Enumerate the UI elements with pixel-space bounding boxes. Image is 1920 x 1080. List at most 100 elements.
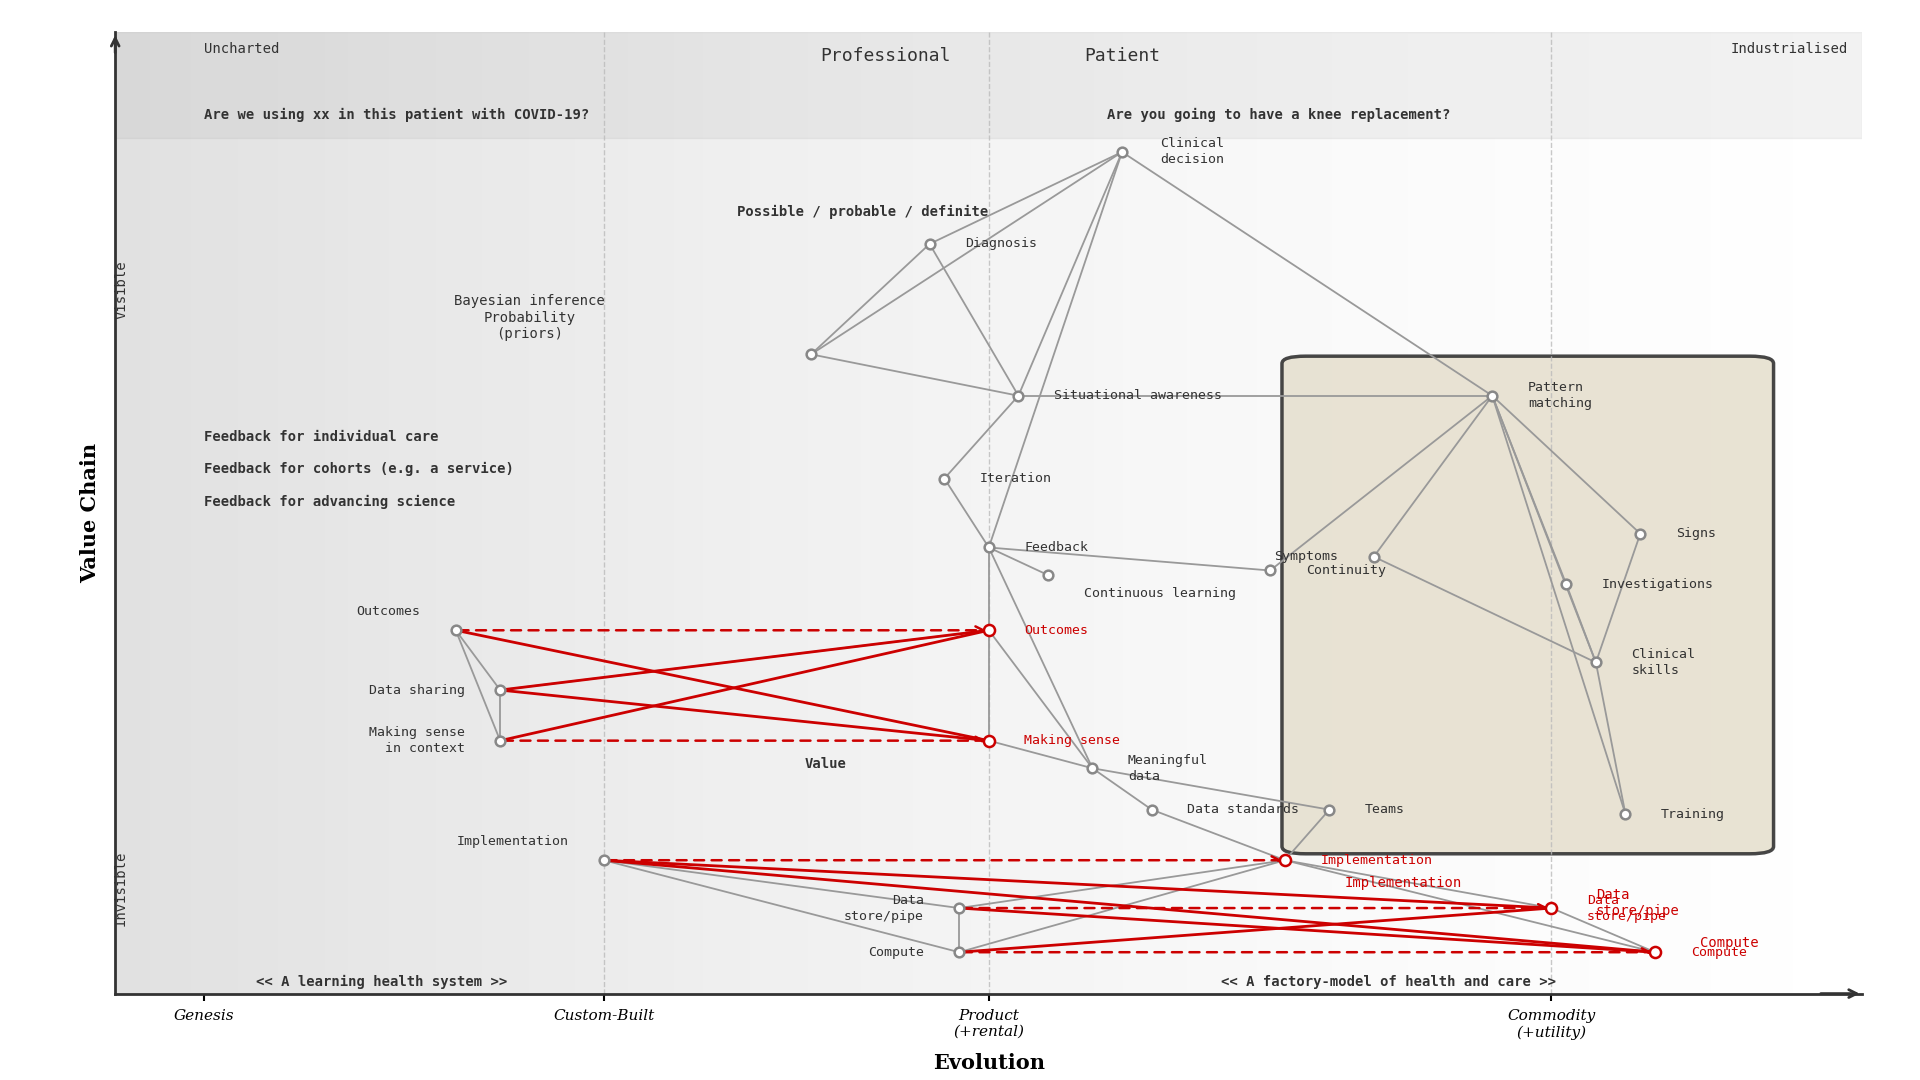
Text: Bayesian inference
Probability
(priors): Bayesian inference Probability (priors) — [455, 295, 605, 341]
Bar — [691, 32, 697, 994]
Text: Teams: Teams — [1365, 804, 1405, 816]
Bar — [1100, 32, 1106, 994]
Bar — [803, 32, 808, 994]
Bar — [1473, 32, 1478, 994]
Bar — [1490, 32, 1496, 994]
Bar — [1407, 32, 1413, 994]
Bar — [488, 32, 493, 994]
Text: Data
store/pipe: Data store/pipe — [843, 893, 924, 922]
Bar — [1135, 32, 1140, 994]
Bar — [1619, 32, 1624, 994]
Text: Possible / probable / definite: Possible / probable / definite — [737, 205, 989, 219]
Bar — [1198, 32, 1204, 994]
Bar — [1129, 32, 1135, 994]
Bar — [476, 32, 482, 994]
Bar — [1332, 32, 1338, 994]
Bar — [1244, 32, 1252, 994]
Bar — [616, 32, 622, 994]
Bar — [1000, 32, 1006, 994]
Text: Outcomes: Outcomes — [1025, 624, 1089, 637]
Bar — [1075, 32, 1083, 994]
Bar — [972, 32, 977, 994]
Bar — [1258, 32, 1263, 994]
Bar — [1215, 32, 1221, 994]
Bar — [1425, 32, 1432, 994]
Bar — [190, 32, 196, 994]
Bar — [1350, 32, 1356, 994]
Text: Clinical
skills: Clinical skills — [1632, 648, 1695, 677]
Bar — [196, 32, 202, 994]
Bar — [877, 32, 883, 994]
Bar — [774, 32, 780, 994]
Bar — [1275, 32, 1281, 994]
Bar — [447, 32, 453, 994]
Bar — [167, 32, 173, 994]
Bar — [1204, 32, 1210, 994]
Bar — [628, 32, 634, 994]
Bar — [733, 32, 739, 994]
Bar — [1419, 32, 1425, 994]
Bar — [1438, 32, 1444, 994]
Bar — [943, 32, 948, 994]
Bar — [1828, 32, 1834, 994]
Bar — [756, 32, 762, 994]
Bar — [384, 32, 390, 994]
Bar — [540, 32, 545, 994]
Bar — [1384, 32, 1390, 994]
Text: Diagnosis: Diagnosis — [966, 238, 1037, 251]
Bar — [1788, 32, 1793, 994]
Text: Data
store/pipe: Data store/pipe — [1596, 888, 1680, 918]
Text: Feedback: Feedback — [1025, 541, 1089, 554]
Bar — [588, 32, 593, 994]
Bar — [1023, 32, 1029, 994]
Bar — [430, 32, 436, 994]
Bar — [925, 32, 931, 994]
Bar — [1642, 32, 1647, 994]
Bar — [1252, 32, 1258, 994]
Text: Data standards: Data standards — [1187, 804, 1300, 816]
Bar — [1613, 32, 1619, 994]
Bar — [1588, 32, 1594, 994]
Bar — [1006, 32, 1012, 994]
Bar — [499, 32, 505, 994]
Bar — [505, 32, 511, 994]
Bar — [685, 32, 691, 994]
Bar — [209, 32, 215, 994]
Bar — [1444, 32, 1450, 994]
Bar — [1123, 32, 1129, 994]
Bar — [1670, 32, 1676, 994]
Bar — [545, 32, 553, 994]
Bar — [407, 32, 413, 994]
Bar — [330, 32, 336, 994]
Bar — [768, 32, 774, 994]
Bar — [966, 32, 972, 994]
Bar — [1041, 32, 1046, 994]
Bar — [144, 32, 150, 994]
Bar — [396, 32, 401, 994]
Bar — [570, 32, 576, 994]
Bar — [1152, 32, 1158, 994]
Bar — [1227, 32, 1233, 994]
Bar — [221, 32, 227, 994]
Text: Feedback for individual care: Feedback for individual care — [204, 430, 438, 444]
Bar — [1576, 32, 1582, 994]
Bar — [1536, 32, 1542, 994]
Bar — [1281, 32, 1286, 994]
Bar — [1722, 32, 1728, 994]
Bar — [301, 32, 307, 994]
Bar — [1630, 32, 1636, 994]
Bar — [931, 32, 937, 994]
Bar — [651, 32, 657, 994]
Bar — [1653, 32, 1659, 994]
Bar — [1834, 32, 1839, 994]
Bar — [889, 32, 895, 994]
Bar — [1117, 32, 1123, 994]
Bar — [954, 32, 960, 994]
Bar — [1432, 32, 1438, 994]
Bar — [284, 32, 290, 994]
Bar — [436, 32, 442, 994]
Bar — [390, 32, 396, 994]
Bar — [336, 32, 342, 994]
Bar — [1519, 32, 1524, 994]
Text: << A factory-model of health and care >>: << A factory-model of health and care >> — [1221, 974, 1555, 988]
